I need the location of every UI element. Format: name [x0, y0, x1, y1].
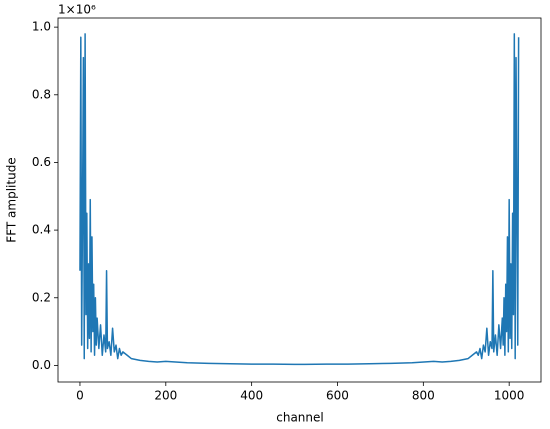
x-axis-label: channel — [276, 411, 323, 425]
y-tick-label: 0.2 — [32, 290, 51, 304]
x-tick-label: 400 — [240, 389, 263, 403]
y-tick-label: 1.0 — [32, 20, 51, 34]
y-offset-label: 1×10⁶ — [58, 3, 96, 17]
y-axis-label: FFT amplitude — [5, 157, 19, 242]
x-tick-label: 600 — [326, 389, 349, 403]
y-tick-label: 0.8 — [32, 87, 51, 101]
x-tick-label: 1000 — [494, 389, 525, 403]
x-tick-label: 0 — [76, 389, 84, 403]
y-tick-label: 0.0 — [32, 358, 51, 372]
y-tick-label: 0.6 — [32, 155, 51, 169]
x-tick-label: 800 — [412, 389, 435, 403]
plot-frame — [57, 17, 542, 383]
x-tick-label: 200 — [154, 389, 177, 403]
data-line — [79, 33, 520, 366]
y-tick-label: 0.4 — [32, 223, 51, 237]
